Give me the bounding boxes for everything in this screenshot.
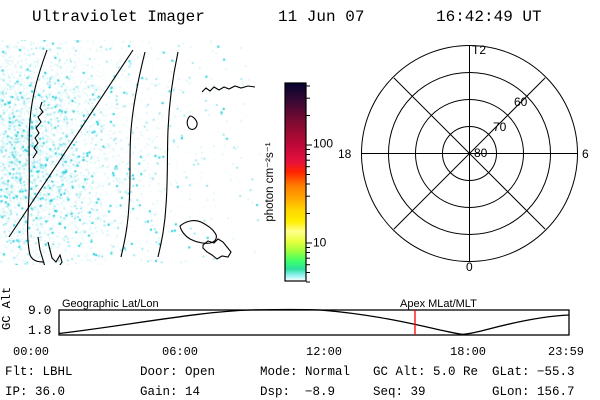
svg-text:10: 10 (313, 236, 327, 250)
svg-text:18: 18 (338, 147, 352, 161)
svg-text:6: 6 (582, 147, 589, 161)
svg-text:Geographic Lat/Lon: Geographic Lat/Lon (62, 298, 159, 310)
svg-text:Apex MLat/MLT: Apex MLat/MLT (400, 298, 477, 310)
svg-text:60: 60 (514, 95, 528, 109)
svg-text:80: 80 (474, 146, 488, 160)
svg-text:0: 0 (466, 260, 473, 274)
svg-text:70: 70 (493, 120, 507, 134)
svg-text:photon cm⁻²s⁻¹: photon cm⁻²s⁻¹ (264, 142, 276, 221)
svg-text:T2: T2 (472, 43, 486, 57)
